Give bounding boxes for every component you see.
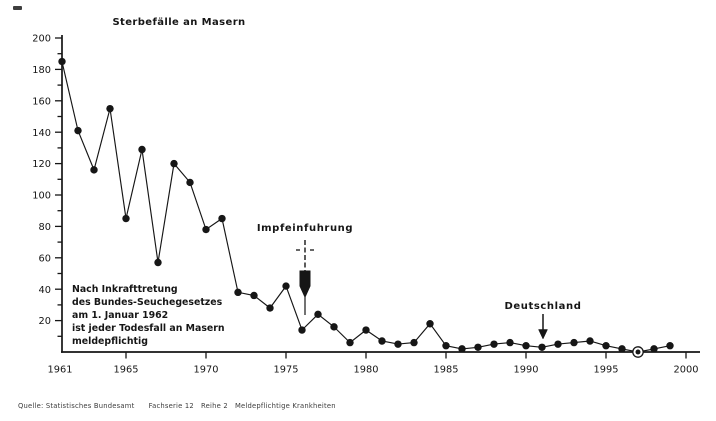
data-point (394, 340, 402, 348)
data-point (650, 345, 658, 353)
y-axis-label: 100 (32, 191, 51, 202)
source-citation: Quelle: Statistisches Bundesamt Fachseri… (18, 402, 336, 410)
reporting-law-note: Nach Inkrafttretung des Bundes-Seucheges… (72, 284, 225, 347)
note-line: Nach Inkrafttretung (72, 284, 178, 295)
y-axis-label: 60 (39, 253, 51, 264)
y-axis-label: 80 (39, 222, 51, 233)
data-series (58, 57, 674, 358)
data-point (58, 57, 66, 66)
data-point (74, 126, 82, 135)
note-line: am 1. Januar 1962 (72, 310, 168, 321)
data-point (298, 326, 306, 334)
data-point (186, 178, 194, 187)
data-point (666, 342, 674, 350)
x-axis-label: 1965 (114, 365, 139, 376)
data-point (602, 342, 610, 350)
data-point (266, 304, 274, 312)
data-point (154, 258, 162, 267)
data-point (554, 340, 562, 348)
x-axis-label: 1970 (194, 365, 219, 376)
y-axis-label: 40 (39, 285, 51, 296)
x-axis-label: 2000 (674, 365, 699, 376)
data-point (522, 342, 530, 350)
note-line: meldepflichtig (72, 336, 148, 347)
data-point (410, 338, 418, 347)
data-point (170, 159, 178, 168)
x-axis-label: 1990 (514, 365, 539, 376)
data-point (474, 343, 482, 351)
data-point (122, 214, 130, 223)
y-axis-label: 200 (32, 34, 51, 45)
x-axis: 1961 1965 1970 1975 1980 1985 1990 1995 2000 (48, 351, 700, 376)
y-axis: 20 40 60 80 100 120 140 160 180 200 (32, 34, 63, 353)
syringe-arrow-icon (296, 240, 314, 315)
impfeinfuehrung-label: Impfeinfuhrung (257, 223, 353, 234)
data-point (250, 291, 258, 300)
data-point (218, 214, 226, 223)
data-point (618, 345, 626, 353)
data-point (330, 323, 338, 331)
data-point (202, 225, 210, 234)
y-axis-label: 180 (32, 65, 51, 76)
data-point (234, 288, 242, 297)
scan-artifact-mark (13, 6, 22, 10)
chart-title: Sterbefälle an Masern (112, 17, 245, 28)
x-axis-label: 1980 (354, 365, 379, 376)
deutschland-annotation: Deutschland (504, 301, 581, 340)
data-point (586, 337, 594, 345)
data-point (138, 145, 146, 154)
data-point (506, 338, 514, 347)
data-point (635, 349, 641, 355)
data-point (538, 343, 546, 351)
y-axis-label: 160 (32, 96, 51, 107)
y-axis-label: 120 (32, 159, 51, 170)
data-point (378, 337, 386, 345)
data-point (442, 342, 450, 350)
note-line: ist jeder Todesfall an Masern (72, 323, 225, 334)
x-axis-label: 1961 (48, 365, 73, 376)
data-point (458, 345, 466, 353)
x-axis-label: 1975 (274, 365, 299, 376)
data-point (490, 340, 498, 348)
data-point (426, 320, 434, 328)
data-point (362, 326, 370, 334)
y-axis-label: 140 (32, 128, 51, 139)
y-axis-label: 20 (39, 316, 51, 327)
data-point (106, 104, 114, 113)
down-arrow-icon (538, 314, 548, 340)
deutschland-label: Deutschland (504, 301, 581, 312)
data-point (314, 310, 322, 319)
data-point (282, 282, 290, 290)
x-axis-label: 1985 (434, 365, 459, 376)
x-axis-label: 1995 (594, 365, 619, 376)
data-point (90, 166, 98, 174)
data-point (570, 338, 578, 347)
note-line: des Bundes-Seuchegesetzes (72, 297, 223, 308)
vaccination-introduction-annotation: Impfeinfuhrung (257, 223, 353, 315)
data-point (346, 338, 354, 347)
